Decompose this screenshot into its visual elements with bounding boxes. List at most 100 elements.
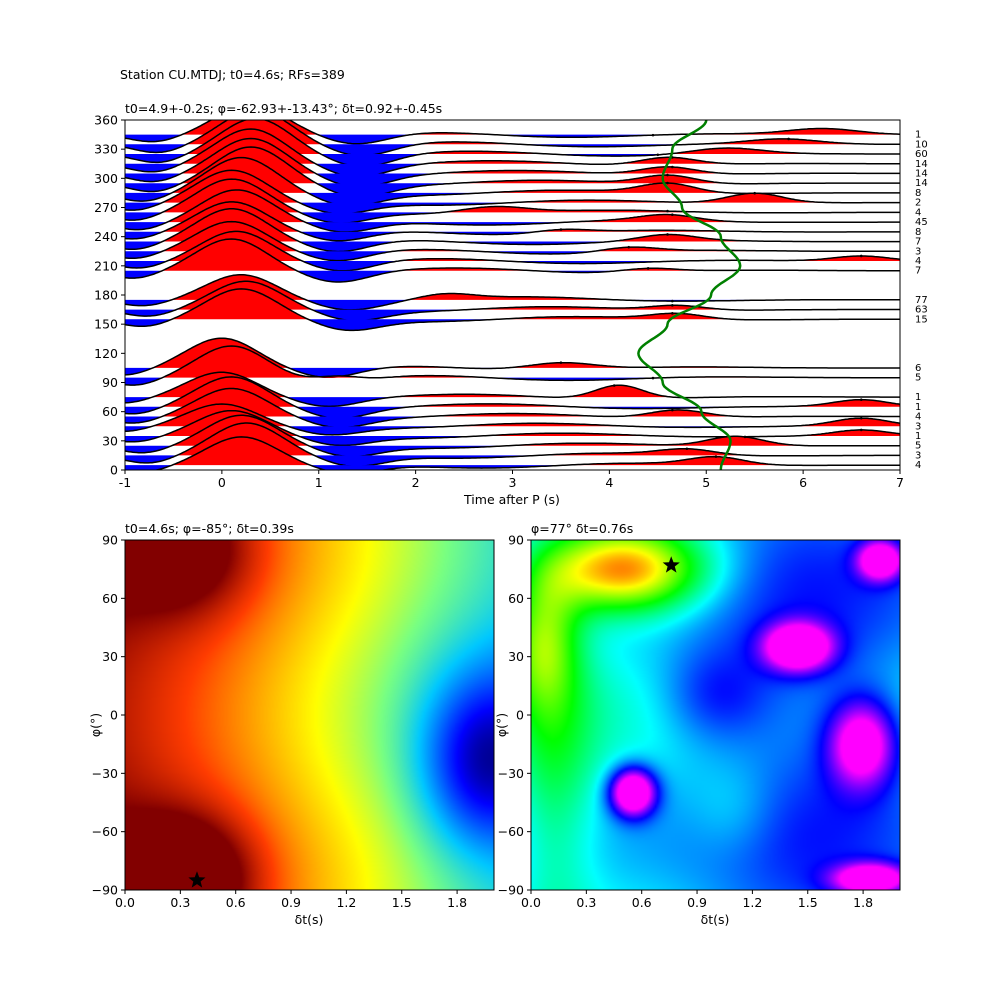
- rf-trace-negative-fill: [125, 445, 900, 457]
- rf-trace-marker: [787, 137, 790, 141]
- rf-trace-line: [125, 422, 900, 468]
- rf-trace-line: [125, 120, 900, 168]
- rf-trace-marker: [559, 228, 563, 231]
- trace-count-label: 4: [915, 412, 921, 423]
- rf-trace-line: [125, 120, 900, 145]
- rf-trace-positive-fill: [125, 436, 900, 466]
- trace-count-label: 63: [915, 305, 928, 316]
- trace-count-label: 7: [915, 237, 921, 248]
- y-tick-label: 90: [508, 533, 524, 548]
- rf-trace-negative-fill: [125, 222, 900, 232]
- rf-trace-line: [125, 436, 900, 470]
- trace-count-label: 3: [915, 450, 921, 461]
- rf-trace-marker: [666, 173, 669, 177]
- rf-trace-line: [125, 371, 900, 408]
- y-tick-label: 180: [94, 288, 118, 303]
- rf-trace-negative-fill: [125, 397, 900, 407]
- rf-panel-title: t0=4.9+-0.2s; φ=-62.93+-13.43°; δt=0.92+…: [125, 101, 442, 116]
- trace-count-label: 4: [915, 460, 921, 471]
- x-tick-label: 0: [218, 475, 226, 490]
- rf-trace-line: [125, 178, 900, 224]
- trace-count-label: 7: [915, 266, 921, 277]
- x-tick-label: 5: [702, 475, 710, 490]
- x-tick-label: 1.2: [336, 895, 356, 910]
- x-tick-label: 0.3: [170, 895, 190, 910]
- rf-trace-negative-fill: [125, 241, 900, 252]
- rf-trace-marker: [671, 165, 674, 169]
- rf-trace-line: [125, 376, 900, 419]
- y-tick-label: 330: [94, 142, 118, 157]
- best-fit-star-marker: [188, 871, 206, 888]
- y-tick-label: 30: [102, 433, 118, 448]
- rf-trace-line: [125, 414, 900, 458]
- rf-trace-negative-fill: [125, 299, 900, 310]
- rf-xlabel: Time after P (s): [463, 492, 560, 507]
- y-tick-label: −60: [498, 824, 524, 839]
- right-map-title: φ=77° δt=0.76s: [531, 521, 633, 536]
- rf-trace-line: [125, 288, 900, 332]
- rf-trace-negative-fill: [125, 406, 900, 419]
- y-tick-label: 270: [94, 200, 118, 215]
- left-map-xlabel: δt(s): [295, 912, 324, 927]
- rf-trace-marker: [743, 435, 747, 439]
- rf-trace-marker: [559, 361, 563, 364]
- trace-count-label: 5: [915, 373, 921, 384]
- x-tick-label: 1.8: [447, 895, 467, 910]
- rf-trace-negative-fill: [125, 465, 900, 470]
- trace-count-label: 1: [915, 431, 921, 442]
- y-tick-label: 0: [110, 708, 118, 723]
- rf-trace-negative-fill: [125, 416, 900, 428]
- trace-count-label: 15: [915, 314, 928, 325]
- x-tick-label: 4: [605, 475, 613, 490]
- rf-trace-positive-fill: [125, 346, 900, 378]
- y-tick-label: 120: [94, 346, 118, 361]
- rf-trace-line: [125, 201, 900, 242]
- rf-trace-marker: [651, 133, 655, 137]
- rf-trace-line: [125, 403, 900, 436]
- rf-trace-marker: [753, 191, 756, 195]
- x-tick-label: 0.0: [115, 895, 135, 910]
- rf-trace-marker: [666, 209, 669, 213]
- y-tick-label: 60: [102, 591, 118, 606]
- x-tick-label: 0.9: [281, 895, 301, 910]
- rf-trace-line: [125, 169, 900, 215]
- rf-trace-line: [125, 156, 900, 207]
- x-tick-label: 0.6: [632, 895, 652, 910]
- x-tick-label: 0.0: [521, 895, 541, 910]
- x-tick-label: 3: [509, 475, 517, 490]
- figure-suptitle: Station CU.MTDJ; t0=4.6s; RFs=389: [120, 67, 345, 82]
- trace-count-label: 1: [915, 130, 921, 141]
- rf-trace-marker: [671, 304, 674, 307]
- rf-trace-marker: [671, 299, 674, 303]
- x-tick-label: 0.3: [576, 895, 596, 910]
- y-tick-label: 90: [102, 375, 118, 390]
- energy-map-right-panel: φ=77° δt=0.76s 0.0 0.3 0.6 0.9 1.2 1.5 1.8 −90 −…: [494, 521, 901, 927]
- y-tick-label: 30: [102, 649, 118, 664]
- rf-trace-marker: [666, 233, 669, 236]
- x-tick-label: 0.9: [687, 895, 707, 910]
- left-map-title: t0=4.6s; φ=-85°; δt=0.39s: [125, 521, 294, 536]
- right-map-xlabel: δt(s): [701, 912, 730, 927]
- y-tick-label: 60: [508, 591, 524, 606]
- rf-trace-marker: [714, 455, 718, 458]
- fast-axis-curve: [637, 120, 742, 470]
- y-tick-label: 150: [94, 317, 118, 332]
- trace-count-label: 3: [915, 246, 921, 257]
- trace-count-label: 10: [915, 139, 928, 150]
- trace-count-label: 14: [915, 178, 928, 189]
- rf-trace-marker: [859, 254, 863, 258]
- x-tick-label: 1.5: [392, 895, 412, 910]
- y-tick-label: 0: [110, 463, 118, 478]
- trace-count-label: 5: [915, 441, 921, 452]
- rf-trace-line: [125, 387, 900, 429]
- x-tick-label: -1: [119, 475, 131, 490]
- rf-trace-positive-fill: [125, 120, 900, 155]
- rf-trace-marker: [859, 398, 863, 401]
- x-tick-label: 7: [896, 475, 904, 490]
- rf-trace-marker: [627, 245, 631, 249]
- rf-trace-negative-fill: [125, 426, 900, 435]
- rf-trace-marker: [859, 416, 863, 420]
- right-map-axes: 0.0 0.3 0.6 0.9 1.2 1.5 1.8 −90 −60 −30 0 30 60 90: [498, 533, 873, 911]
- rf-trace-marker: [666, 181, 669, 185]
- trace-count-label: 1: [915, 402, 921, 413]
